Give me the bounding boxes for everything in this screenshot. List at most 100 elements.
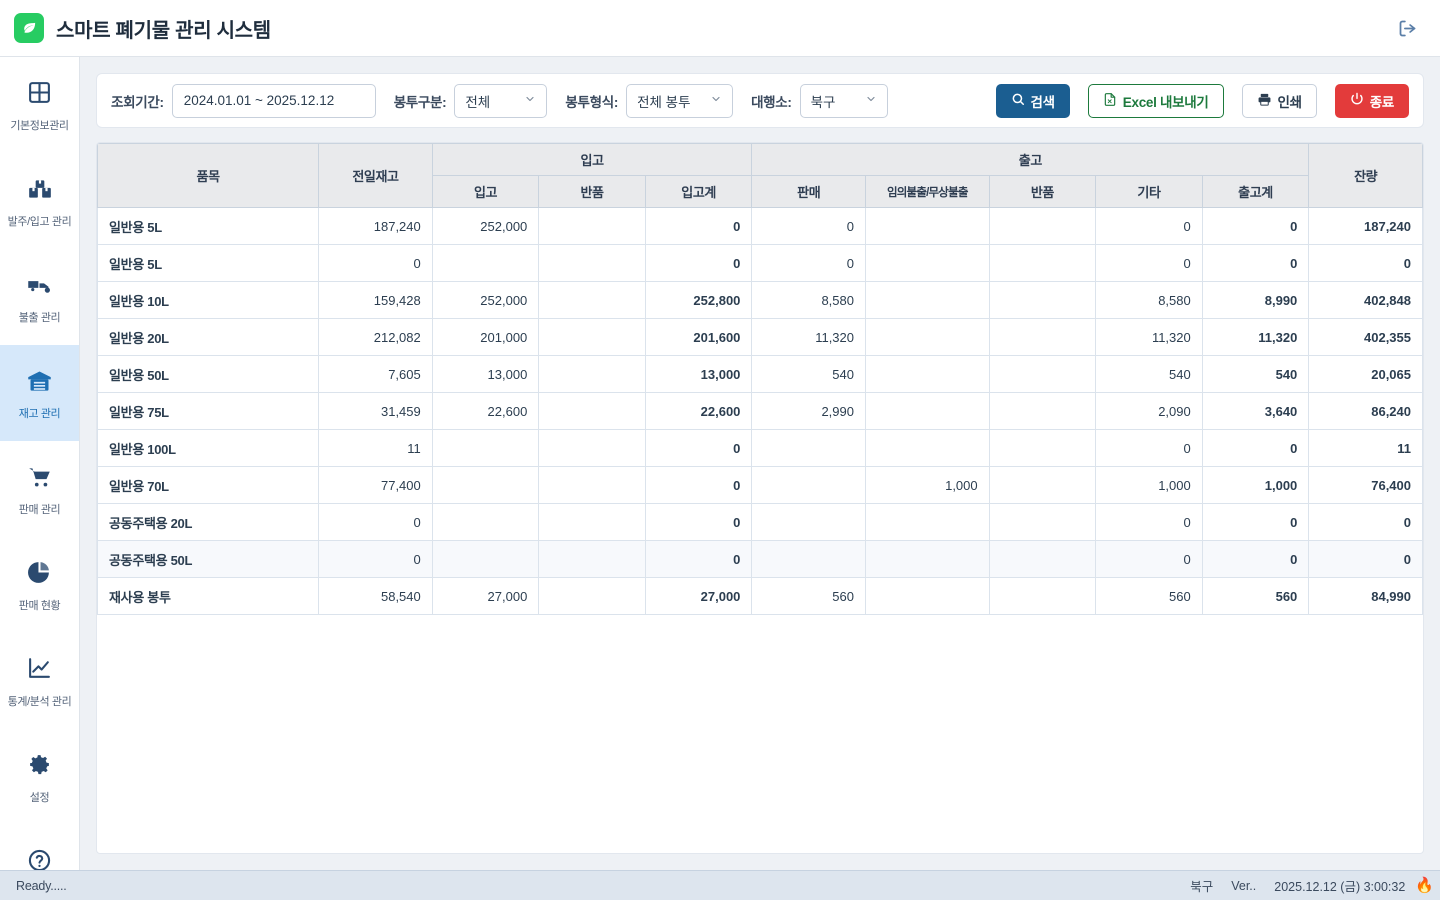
line-chart-icon xyxy=(27,654,52,684)
cell-prev-stock: 11 xyxy=(318,429,433,467)
cell-outbound-return xyxy=(988,429,1097,467)
table-row[interactable]: 일반용 20L 212,082 201,000 201,600 11,320 11,320… xyxy=(97,318,1423,356)
sidebar-item-label: 발주/입고 관리 xyxy=(7,215,72,228)
cell-outbound-sale xyxy=(751,503,866,541)
cell-outbound-total: 11,320 xyxy=(1201,318,1310,356)
cell-inbound-in: 27,000 xyxy=(431,577,540,615)
exit-button[interactable]: 종료 xyxy=(1334,83,1409,118)
print-button[interactable]: 인쇄 xyxy=(1241,83,1317,118)
sidebar-item-inventory[interactable]: 재고 관리 xyxy=(0,345,79,441)
sidebar-item-label: 판매 관리 xyxy=(18,503,61,516)
cell-item: 일반용 70L xyxy=(97,466,320,504)
sidebar-item-sales[interactable]: 판매 관리 xyxy=(0,441,79,537)
cell-inbound-in xyxy=(431,429,540,467)
th-out-free[interactable]: 임의불출/무상불출 xyxy=(865,175,990,208)
chevron-down-icon xyxy=(710,93,722,108)
cell-outbound-return xyxy=(988,318,1097,356)
cell-outbound-free xyxy=(865,540,990,578)
th-out-sale[interactable]: 판매 xyxy=(751,175,866,208)
status-right-group: 북구 Ver.. 2025.12.12 (금) 3:00:32 xyxy=(1190,876,1405,895)
search-button[interactable]: 검색 xyxy=(995,83,1070,118)
sidebar-item-dispatch[interactable]: 불출 관리 xyxy=(0,249,79,345)
cell-prev-stock: 0 xyxy=(318,503,433,541)
cell-item: 일반용 5L xyxy=(97,207,320,245)
cell-outbound-return xyxy=(988,355,1097,393)
cell-inbound-in xyxy=(431,244,540,282)
cell-outbound-total: 540 xyxy=(1201,355,1310,393)
excel-file-icon xyxy=(1103,92,1117,110)
cell-outbound-total: 3,640 xyxy=(1201,392,1310,430)
cell-outbound-sale xyxy=(751,540,866,578)
table-row[interactable]: 일반용 10L 159,428 252,000 252,800 8,580 8,580 8,… xyxy=(97,281,1423,319)
th-prev-stock[interactable]: 전일재고 xyxy=(318,143,433,208)
cell-prev-stock: 77,400 xyxy=(318,466,433,504)
th-in-total[interactable]: 입고계 xyxy=(644,175,753,208)
filter-toolbar: 조회기간: 봉투구분: 전체 봉투형식: 전체 봉투 대행소: xyxy=(96,73,1424,128)
cell-inbound-return xyxy=(538,577,646,615)
cell-remaining: 187,240 xyxy=(1308,207,1423,245)
cell-outbound-free xyxy=(865,355,990,393)
period-input[interactable] xyxy=(171,83,376,118)
table-row[interactable]: 일반용 100L 11 0 0 0 11 xyxy=(97,429,1423,467)
sidebar-item-order-inbound[interactable]: 발주/입고 관리 xyxy=(0,153,79,249)
agency-select[interactable]: 북구 xyxy=(799,83,888,118)
cell-remaining: 76,400 xyxy=(1308,466,1423,504)
th-item[interactable]: 품목 xyxy=(97,143,320,208)
cell-outbound-total: 0 xyxy=(1201,244,1310,282)
cell-outbound-return xyxy=(988,281,1097,319)
sidebar-item-statistics[interactable]: 통계/분석 관리 xyxy=(0,633,79,729)
table-row[interactable]: 일반용 5L 187,240 252,000 0 0 0 0 187,240 xyxy=(97,207,1423,245)
cell-inbound-total: 22,600 xyxy=(644,392,753,430)
table-row[interactable]: 재사용 봉투 58,540 27,000 27,000 560 560 560 84,990 xyxy=(97,577,1423,615)
chevron-down-icon xyxy=(865,93,877,108)
cell-outbound-free: 1,000 xyxy=(865,466,990,504)
warehouse-icon xyxy=(26,366,53,396)
th-out-total[interactable]: 출고계 xyxy=(1201,175,1310,208)
table-row[interactable]: 공동주택용 20L 0 0 0 0 0 xyxy=(97,503,1423,541)
th-in-return[interactable]: 반품 xyxy=(538,175,646,208)
sidebar-item-label: 불출 관리 xyxy=(18,311,61,324)
bag-type-select[interactable]: 전체 xyxy=(454,83,548,118)
bag-type-value: 전체 xyxy=(465,94,491,110)
table-row[interactable]: 일반용 50L 7,605 13,000 13,000 540 540 540 20,065 xyxy=(97,355,1423,393)
period-filter: 조회기간: xyxy=(111,83,376,118)
bag-form-select[interactable]: 전체 봉투 xyxy=(626,83,734,118)
cell-inbound-in: 13,000 xyxy=(431,355,540,393)
table-row[interactable]: 일반용 75L 31,459 22,600 22,600 2,990 2,090 3,640… xyxy=(97,392,1423,430)
table-row[interactable]: 공동주택용 50L 0 0 0 0 0 xyxy=(97,540,1423,578)
cell-outbound-sale: 560 xyxy=(751,577,866,615)
th-in-in[interactable]: 입고 xyxy=(431,175,540,208)
sidebar-item-settings[interactable]: 설정 xyxy=(0,729,79,825)
cell-item: 재사용 봉투 xyxy=(97,577,320,615)
cell-item: 일반용 75L xyxy=(97,392,320,430)
bag-form-label: 봉투형식: xyxy=(565,94,619,110)
leaf-icon xyxy=(14,13,44,43)
printer-icon xyxy=(1257,92,1272,110)
table-row[interactable]: 일반용 5L 0 0 0 0 0 0 xyxy=(97,244,1423,282)
cell-inbound-total: 27,000 xyxy=(644,577,753,615)
status-datetime: 2025.12.12 (금) 3:00:32 xyxy=(1274,880,1406,894)
cell-inbound-total: 0 xyxy=(644,244,753,282)
cell-outbound-etc: 0 xyxy=(1095,244,1203,282)
cell-outbound-free xyxy=(865,392,990,430)
cell-inbound-return xyxy=(538,429,646,467)
sidebar-item-basic-info[interactable]: 기본정보관리 xyxy=(0,57,79,153)
cell-outbound-etc: 11,320 xyxy=(1095,318,1203,356)
cell-inbound-in: 252,000 xyxy=(431,281,540,319)
cell-prev-stock: 159,428 xyxy=(318,281,433,319)
logout-icon[interactable] xyxy=(1390,11,1424,45)
table-row[interactable]: 일반용 70L 77,400 0 1,000 1,000 1,000 76,400 xyxy=(97,466,1423,504)
cell-remaining: 86,240 xyxy=(1308,392,1423,430)
cell-remaining: 0 xyxy=(1308,503,1423,541)
th-out-return[interactable]: 반품 xyxy=(988,175,1097,208)
sidebar-item-sales-status[interactable]: 판매 현황 xyxy=(0,537,79,633)
power-icon xyxy=(1350,92,1364,109)
cell-outbound-etc: 0 xyxy=(1095,503,1203,541)
th-out-etc[interactable]: 기타 xyxy=(1095,175,1203,208)
th-remaining[interactable]: 잔량 xyxy=(1308,143,1423,208)
cell-outbound-etc: 0 xyxy=(1095,540,1203,578)
cell-outbound-etc: 1,000 xyxy=(1095,466,1203,504)
cell-outbound-return xyxy=(988,244,1097,282)
cell-prev-stock: 58,540 xyxy=(318,577,433,615)
excel-export-button[interactable]: Excel 내보내기 xyxy=(1087,83,1224,118)
